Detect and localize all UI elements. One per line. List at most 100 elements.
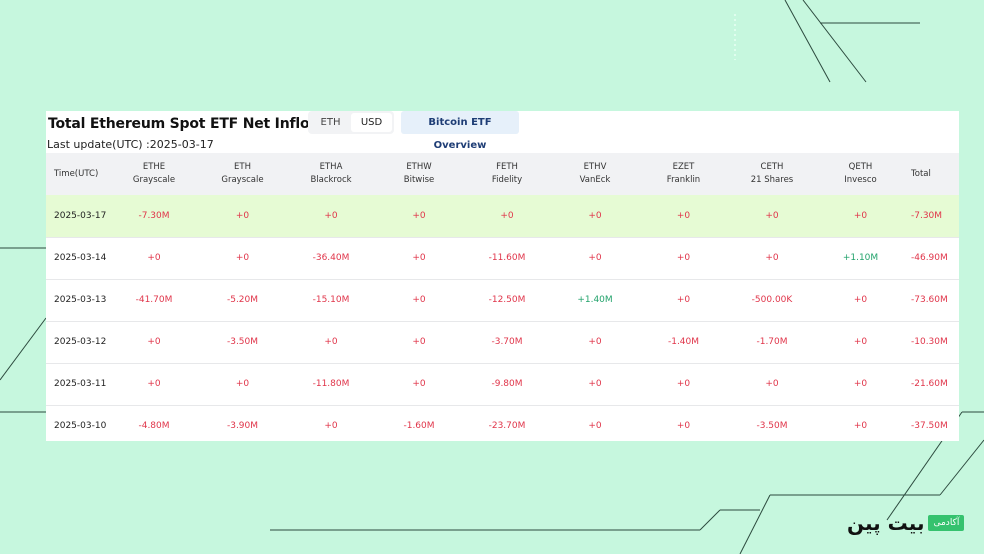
column-header: FETH Fidelity bbox=[463, 153, 551, 195]
flow-cell: -9.80M bbox=[491, 379, 523, 389]
flow-cell: +0 bbox=[765, 379, 779, 389]
table-row: 2025-03-12 +0 -3.50M +0 +0 -3.70M +0 -1.40M -1.7… bbox=[46, 321, 959, 363]
column-ticker: ETHE bbox=[142, 162, 166, 172]
flow-cell: +0 bbox=[412, 210, 426, 221]
flow-cell: -1.60M bbox=[403, 421, 435, 431]
column-header: QETH Invesco bbox=[816, 153, 905, 195]
flow-cell: +0 bbox=[853, 337, 868, 347]
row-date: 2025-03-11 bbox=[54, 379, 107, 389]
column-ticker: FETH bbox=[496, 162, 518, 172]
flow-cell: +0 bbox=[147, 337, 161, 347]
column-ticker: ETH bbox=[234, 162, 251, 172]
flow-cell: +0 bbox=[676, 210, 691, 221]
flow-cell: +0 bbox=[676, 421, 691, 431]
flow-cell: -21.60M bbox=[911, 379, 948, 389]
column-header: EZET Franklin bbox=[639, 153, 728, 195]
etf-table: Time(UTC) ETHE Grayscale ETH Grayscale ETHA Bl… bbox=[46, 153, 959, 441]
table-row: 2025-03-17 -7.30M +0 +0 +0 +0 +0 +0 +0 +0 -7.30M bbox=[46, 195, 959, 237]
row-date: 2025-03-17 bbox=[54, 210, 107, 221]
column-header: Time(UTC) bbox=[46, 153, 110, 195]
flow-cell: +0 bbox=[235, 210, 250, 221]
etf-panel: Total Ethereum Spot ETF Net Inflow USD E… bbox=[46, 111, 959, 441]
column-ticker: ETHA bbox=[319, 162, 343, 172]
flow-cell: -12.50M bbox=[488, 295, 526, 305]
flow-cell: +0 bbox=[147, 253, 161, 263]
flow-cell: +1.10M bbox=[842, 253, 879, 263]
column-ticker: CETH bbox=[760, 162, 784, 172]
column-ticker: Time(UTC) bbox=[54, 168, 99, 179]
column-header: ETHW Bitwise bbox=[375, 153, 463, 195]
row-date: 2025-03-13 bbox=[54, 295, 107, 305]
logo-word: بیت پین bbox=[847, 511, 925, 535]
flow-cell: -37.50M bbox=[911, 421, 948, 431]
flow-cell: +0 bbox=[588, 379, 602, 389]
flow-cell: +0 bbox=[324, 337, 338, 347]
column-ticker: ETHW bbox=[406, 162, 432, 172]
flow-cell: +0 bbox=[676, 379, 691, 389]
flow-cell: +0 bbox=[853, 210, 868, 221]
table-header: Time(UTC) ETHE Grayscale ETH Grayscale ETHA Bl… bbox=[46, 153, 959, 195]
flow-cell: -3.50M bbox=[226, 337, 259, 347]
flow-cell: +0 bbox=[324, 210, 338, 221]
flow-cell: +0 bbox=[765, 253, 779, 263]
flow-cell: +0 bbox=[765, 210, 779, 221]
page-title: Total Ethereum Spot ETF Net Inflow USD bbox=[48, 116, 360, 132]
flow-cell: -23.70M bbox=[488, 421, 526, 431]
column-header: ETHA Blackrock bbox=[287, 153, 375, 195]
flow-cell: -10.30M bbox=[911, 337, 948, 347]
toggle-eth[interactable]: ETH bbox=[320, 117, 341, 128]
column-issuer: Franklin bbox=[666, 175, 701, 185]
column-header: ETHE Grayscale bbox=[110, 153, 198, 195]
flow-cell: +0 bbox=[853, 421, 868, 431]
flow-cell: -46.90M bbox=[911, 253, 948, 263]
flow-cell: -7.30M bbox=[911, 210, 943, 221]
toggle-usd[interactable]: USD bbox=[351, 113, 392, 132]
flow-cell: +0 bbox=[853, 295, 868, 305]
column-issuer: Invesco bbox=[844, 175, 877, 185]
flow-cell: +0 bbox=[235, 379, 250, 389]
column-header: ETH Grayscale bbox=[198, 153, 287, 195]
flow-cell: +0 bbox=[676, 295, 691, 305]
column-issuer: VanEck bbox=[579, 175, 611, 185]
table-row: 2025-03-11 +0 +0 -11.80M +0 -9.80M +0 +0 +0 +0 -21… bbox=[46, 363, 959, 405]
flow-cell: +0 bbox=[235, 253, 250, 263]
column-ticker: ETHV bbox=[583, 162, 607, 172]
flow-cell: -11.60M bbox=[488, 253, 526, 263]
flow-cell: -73.60M bbox=[911, 295, 948, 305]
flow-cell: +0 bbox=[412, 253, 426, 263]
flow-cell: -1.70M bbox=[756, 337, 788, 347]
flow-cell: +0 bbox=[588, 421, 602, 431]
flow-cell: -500.00K bbox=[751, 295, 793, 305]
flow-cell: -3.70M bbox=[491, 337, 523, 347]
row-date: 2025-03-12 bbox=[54, 337, 107, 347]
flow-cell: -11.80M bbox=[312, 379, 350, 389]
column-ticker: QETH bbox=[848, 162, 873, 172]
table-row: 2025-03-14 +0 +0 -36.40M +0 -11.60M +0 +0 +0 +1.1… bbox=[46, 237, 959, 279]
flow-cell: +0 bbox=[588, 210, 602, 221]
row-date: 2025-03-14 bbox=[54, 253, 107, 263]
logo-badge: آکادمی bbox=[928, 515, 965, 531]
flow-cell: +0 bbox=[412, 295, 426, 305]
flow-cell: -41.70M bbox=[135, 295, 173, 305]
flow-cell: +0 bbox=[324, 421, 338, 431]
column-issuer: Grayscale bbox=[132, 175, 176, 185]
column-header: ETHV VanEck bbox=[551, 153, 639, 195]
flow-cell: -7.30M bbox=[138, 210, 170, 221]
logo: بیت پین آکادمی bbox=[847, 511, 965, 535]
bitcoin-etf-overview-button[interactable]: Bitcoin ETF Overview bbox=[401, 111, 519, 151]
table-row: 2025-03-13 -41.70M -5.20M -15.10M +0 -12.50M +… bbox=[46, 279, 959, 321]
flow-cell: +0 bbox=[853, 379, 868, 389]
last-update: Last update(UTC) :2025-03-17 bbox=[47, 138, 214, 151]
flow-cell: -5.20M bbox=[226, 295, 259, 305]
row-date: 2025-03-10 bbox=[54, 421, 107, 431]
flow-cell: +0 bbox=[147, 379, 161, 389]
flow-cell: +0 bbox=[588, 337, 602, 347]
column-ticker: EZET bbox=[672, 162, 695, 172]
flow-cell: +0 bbox=[676, 253, 691, 263]
flow-cell: -36.40M bbox=[312, 253, 350, 263]
flow-cell: +0 bbox=[412, 337, 426, 347]
table-row: 2025-03-10 -4.80M -3.90M +0 -1.60M -23.70M +0 +… bbox=[46, 405, 959, 441]
currency-toggle[interactable]: ETH USD bbox=[308, 111, 394, 134]
flow-cell: -3.50M bbox=[756, 421, 788, 431]
